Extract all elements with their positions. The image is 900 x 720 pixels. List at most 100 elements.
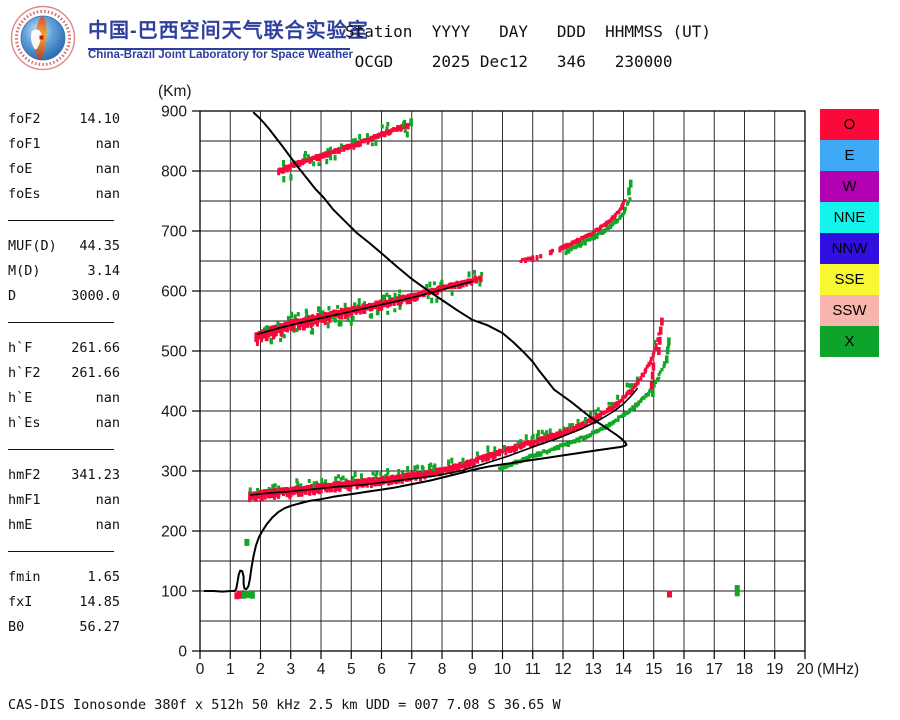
param-label: hmF2 — [8, 467, 41, 483]
x-tick-label: 4 — [317, 661, 326, 678]
param-row-hf: h`F 261.66 — [8, 336, 120, 361]
x-tick-label: 1 — [226, 661, 235, 678]
x-tick-label: 6 — [377, 661, 386, 678]
legend-item-sse: SSE — [820, 264, 879, 295]
curve-1F-virtual-height-fit — [250, 387, 638, 496]
x-tick-label: 8 — [438, 661, 447, 678]
legend-item-nnw: NNW — [820, 233, 879, 264]
chart-grid — [199, 110, 806, 652]
param-label: hmF1 — [8, 492, 41, 508]
param-label: MUF(D) — [8, 238, 57, 254]
x-tick-label: 13 — [585, 661, 602, 678]
x-tick-label: 17 — [706, 661, 723, 678]
param-value: nan — [95, 415, 120, 431]
param-row-hmf1: hmF1 nan — [8, 488, 120, 513]
logo-landmass — [31, 29, 42, 50]
legend-item-w: W — [820, 171, 879, 202]
param-row-d: D 3000.0 — [8, 284, 120, 309]
trace-E-region-echo-O — [234, 590, 672, 600]
trace-2F-trace-O-segB — [519, 199, 627, 264]
x-tick-label: 14 — [615, 661, 633, 678]
param-label: foE — [8, 161, 33, 177]
param-value: 261.66 — [71, 340, 120, 356]
station-header-row: Station YYYY DAY DDD HHMMSS (UT) — [345, 22, 712, 41]
param-row-foe: foE nan — [8, 157, 120, 182]
param-row-hmf2: hmF2 341.23 — [8, 463, 120, 488]
param-label: foF1 — [8, 136, 41, 152]
y-tick-label: 500 — [161, 344, 187, 361]
y-tick-label: 0 — [178, 644, 187, 661]
param-value: 261.66 — [71, 365, 120, 381]
param-row-fmin: fmin 1.65 — [8, 565, 120, 590]
param-row-b0: B0 56.27 — [8, 615, 120, 640]
x-tick-label: 20 — [796, 661, 814, 678]
logo-band-dot — [39, 35, 44, 40]
param-label: h`F — [8, 340, 33, 356]
x-tick-label: 3 — [286, 661, 295, 678]
trace-1F-trace-O — [248, 332, 661, 503]
legend-item-ssw: SSW — [820, 295, 879, 326]
param-label: M(D) — [8, 263, 41, 279]
param-row-hes: h`Es nan — [8, 411, 120, 436]
echo-direction-legend: O E W NNE NNW SSE SSW X — [820, 109, 879, 357]
x-tick-label: 7 — [407, 661, 416, 678]
y-tick-label: 300 — [161, 464, 187, 481]
y-tick-label: 400 — [161, 404, 187, 421]
instrument-caption: CAS-DIS Ionosonde 380f x 512h 50 kHz 2.5… — [8, 697, 561, 713]
legend-label: X — [844, 333, 855, 350]
ionogram-chart: 0 1 2 3 4 5 6 7 8 9 10 11 12 13 14 15 16 17 18 19 2001002003… — [158, 83, 859, 678]
trace-2F-trace-X-segB — [564, 197, 632, 256]
param-row-md: M(D) 3.14 — [8, 259, 120, 284]
params-divider — [8, 220, 114, 221]
param-value: 3.14 — [87, 263, 120, 279]
x-tick-label: 11 — [525, 661, 541, 678]
param-label: h`Es — [8, 415, 41, 431]
param-value: nan — [95, 136, 120, 152]
param-label: D — [8, 288, 17, 304]
param-row-fxi: fxI 14.85 — [8, 590, 120, 615]
params-divider — [8, 322, 114, 323]
trace-3F-trace-O — [277, 119, 410, 183]
legend-label: NNE — [833, 209, 866, 226]
x-tick-label: 2 — [256, 661, 265, 678]
param-value: 56.27 — [79, 619, 120, 635]
param-value: 3000.0 — [71, 288, 120, 304]
y-tick-label: 700 — [161, 224, 187, 241]
param-label: h`E — [8, 390, 33, 406]
x-axis-unit-label: (MHz) — [817, 661, 859, 678]
param-label: B0 — [8, 619, 25, 635]
param-value: 14.10 — [79, 111, 120, 127]
legend-label: NNW — [831, 240, 868, 257]
x-tick-label: 5 — [347, 661, 356, 678]
param-row-fof2: foF2 14.10 — [8, 107, 120, 132]
param-value: nan — [95, 390, 120, 406]
y-tick-label: 800 — [161, 164, 187, 181]
x-tick-label: 18 — [736, 661, 753, 678]
param-value: nan — [95, 517, 120, 533]
param-value: 341.23 — [71, 467, 120, 483]
y-tick-label: 100 — [161, 584, 187, 601]
chart-ticks — [192, 110, 806, 659]
x-tick-label: 19 — [766, 661, 783, 678]
param-row-foes: foEs nan — [8, 182, 120, 207]
curve-profile-and-muf-transmission-curve — [203, 111, 628, 593]
legend-item-e: E — [820, 140, 879, 171]
legend-label: O — [843, 116, 856, 133]
trace-spread-dashes-X — [651, 337, 671, 397]
param-value: 44.35 — [79, 238, 120, 254]
param-label: foF2 — [8, 111, 41, 127]
x-tick-label: 15 — [645, 661, 662, 678]
legend-label: W — [842, 178, 857, 195]
legend-label: SSE — [834, 271, 865, 288]
trace-2F-tip-dashes-X — [409, 118, 633, 196]
legend-item-x: X — [820, 326, 879, 357]
param-value: nan — [95, 492, 120, 508]
param-label: h`F2 — [8, 365, 41, 381]
laboratory-logo — [10, 5, 76, 71]
curve-2F-virtual-height-fit — [256, 280, 474, 335]
legend-item-nne: NNE — [820, 202, 879, 233]
scaled-parameters-panel: foF2 14.10 foF1 nan foE nan foEs nan MUF(D) 44.35… — [8, 107, 120, 640]
lab-title-english: China-Brazil Joint Laboratory for Space … — [88, 49, 353, 61]
y-axis-unit-label: (Km) — [158, 83, 192, 100]
